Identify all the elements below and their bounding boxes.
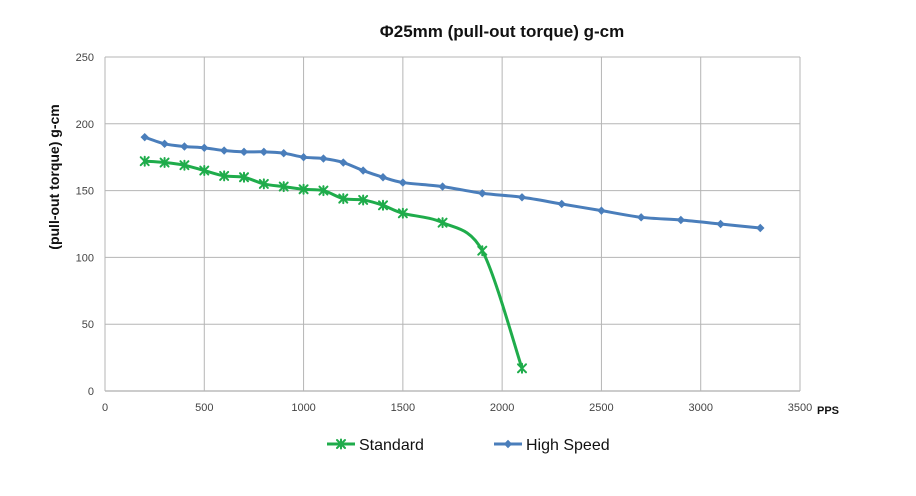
data-point-high-speed (319, 154, 328, 163)
x-tick-label: 3500 (788, 402, 812, 414)
data-point-standard (437, 217, 448, 229)
data-point-high-speed (200, 143, 209, 153)
data-point-standard (298, 183, 309, 195)
y-tick-label: 250 (76, 52, 94, 64)
x-tick-label: 1500 (391, 402, 415, 414)
data-point-high-speed (279, 148, 288, 158)
data-point-high-speed (299, 153, 308, 162)
legend-item-standard: Standard (327, 437, 424, 454)
legend-label-high-speed: High Speed (526, 437, 610, 454)
data-point-standard (338, 193, 349, 205)
data-point-standard (139, 155, 150, 167)
data-point-high-speed (219, 146, 229, 155)
data-point-high-speed (438, 182, 447, 191)
x-tick-label: 0 (102, 402, 108, 414)
data-point-standard (318, 185, 329, 197)
data-point-high-speed (239, 147, 249, 157)
data-point-high-speed (478, 189, 487, 198)
data-point-high-speed (160, 139, 169, 149)
data-point-standard (199, 165, 210, 177)
legend-marker-high-speed (503, 439, 513, 449)
data-point-standard (219, 170, 230, 182)
data-point-high-speed (259, 147, 269, 157)
series-standard (139, 155, 527, 374)
y-tick-label: 200 (76, 119, 94, 131)
data-point-standard (278, 181, 289, 193)
data-point-high-speed (597, 206, 606, 215)
data-point-standard (517, 362, 527, 374)
x-tick-label: 500 (195, 402, 213, 414)
x-tick-label: 3000 (688, 402, 712, 414)
legend-label-standard: Standard (359, 437, 424, 454)
data-point-standard (258, 178, 269, 190)
y-axis-label: (pull-out torque) g-cm (46, 104, 62, 249)
data-point-standard (477, 245, 488, 257)
legend-marker-standard (336, 438, 346, 450)
y-tick-label: 100 (76, 252, 94, 264)
data-point-high-speed (378, 173, 388, 182)
data-point-high-speed (339, 158, 348, 167)
y-tick-label: 0 (88, 386, 94, 398)
data-point-high-speed (636, 213, 646, 222)
y-tick-label: 150 (76, 186, 94, 198)
data-point-high-speed (756, 223, 765, 233)
data-point-standard (179, 159, 190, 171)
data-point-standard (159, 157, 170, 169)
series-layer (139, 132, 765, 374)
data-point-standard (239, 171, 249, 183)
data-point-high-speed (358, 166, 368, 175)
grid (104, 56, 801, 392)
series-high-speed (140, 132, 765, 233)
legend: Standard High Speed (327, 437, 610, 454)
x-tick-label: 2000 (490, 402, 514, 414)
data-point-high-speed (557, 199, 566, 209)
data-point-high-speed (517, 193, 527, 202)
data-point-high-speed (180, 142, 189, 151)
x-tick-label: 1000 (291, 402, 315, 414)
series-line-high-speed (143, 135, 762, 230)
legend-item-high-speed: High Speed (494, 437, 610, 454)
data-point-high-speed (716, 219, 725, 229)
data-point-high-speed (140, 132, 149, 142)
y-tick-label: 50 (82, 319, 94, 331)
x-tick-label: 2500 (589, 402, 613, 414)
x-axis-label: PPS (817, 405, 839, 417)
data-point-standard (378, 199, 388, 211)
chart-title: Φ25mm (pull-out torque) g-cm (380, 22, 624, 41)
data-point-high-speed (676, 215, 686, 225)
series-line-standard (143, 159, 524, 370)
data-point-standard (397, 207, 408, 219)
data-point-standard (358, 194, 369, 206)
data-point-high-speed (398, 178, 408, 187)
